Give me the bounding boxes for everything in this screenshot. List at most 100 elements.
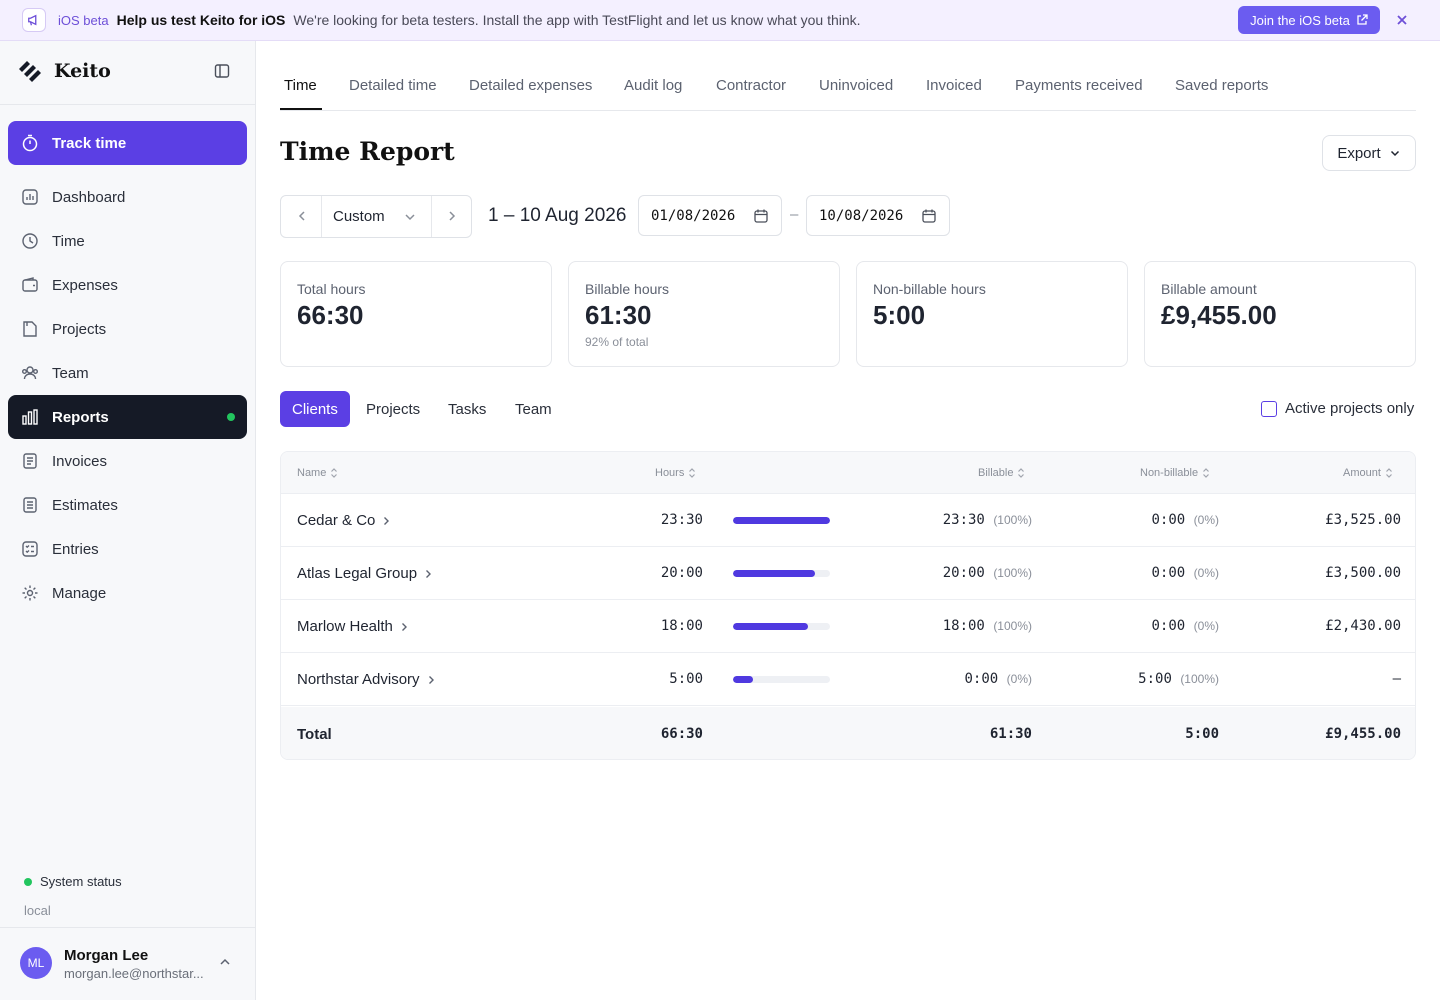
sidebar-item-expenses[interactable]: Expenses (8, 263, 247, 307)
tab-detailed-expenses[interactable]: Detailed expenses (469, 77, 593, 94)
tab-audit-log[interactable]: Audit log (624, 77, 683, 94)
row-billable: 23:30 (100%) (943, 512, 1032, 528)
hours-bar-fill (733, 517, 830, 524)
billable-value: 0:00 (964, 671, 999, 687)
subtab-clients[interactable]: Clients (280, 391, 350, 427)
sidebar-item-manage[interactable]: Manage (8, 571, 247, 615)
status-dot (24, 877, 32, 886)
tab-invoiced[interactable]: Invoiced (926, 77, 982, 94)
row-hours: 23:30 (660, 512, 703, 528)
card-value: 61:30 (585, 300, 652, 330)
banner-message: We're looking for beta testers. Install … (293, 12, 861, 28)
close-banner-icon[interactable] (1393, 11, 1411, 29)
gear-icon (20, 583, 40, 603)
chevron-right-icon (384, 516, 390, 525)
sidebar-item-team[interactable]: Team (8, 351, 247, 395)
estimate-icon (20, 495, 40, 515)
row-billable: 18:00 (100%) (943, 618, 1032, 634)
period-select[interactable]: Custom (333, 208, 385, 225)
join-beta-button[interactable]: Join the iOS beta (1238, 6, 1380, 34)
sidebar-item-projects[interactable]: Projects (8, 307, 247, 351)
sidebar-item-dashboard[interactable]: Dashboard (8, 175, 247, 219)
environment-label: local (24, 903, 51, 918)
nonbillable-percent: (0%) (1193, 513, 1219, 527)
summary-card-non-billable-hours: Non-billable hours 5:00 (856, 261, 1128, 367)
sort-icon (1018, 468, 1025, 478)
end-date-input[interactable]: 10/08/2026 (806, 195, 950, 236)
table-row[interactable]: Cedar & Co 23:30 23:30 (100%) 0:00 (0%) £3,5… (281, 494, 1415, 547)
sidebar-toggle-icon[interactable] (214, 63, 232, 81)
tab-detailed-time[interactable]: Detailed time (349, 77, 437, 94)
col-nonbillable-header[interactable]: Non-billable (1140, 467, 1210, 479)
billable-percent: (100%) (993, 513, 1032, 527)
bar-chart-icon (20, 407, 40, 427)
sidebar-item-reports[interactable]: Reports (8, 395, 247, 439)
nonbillable-percent: (0%) (1193, 619, 1219, 633)
active-projects-label[interactable]: Active projects only (1285, 400, 1415, 417)
subtab-projects[interactable]: Projects (366, 400, 421, 418)
track-time-button[interactable]: Track time (8, 121, 247, 165)
table-row[interactable]: Atlas Legal Group 20:00 20:00 (100%) 0:00 (… (281, 547, 1415, 600)
user-divider (0, 927, 255, 928)
tab-time[interactable]: Time (284, 77, 317, 94)
system-status[interactable]: System status (24, 874, 122, 889)
client-name-label: Cedar & Co (297, 512, 376, 529)
chevron-up-icon[interactable] (218, 955, 234, 971)
active-projects-checkbox[interactable] (1261, 401, 1277, 417)
tab-payments-received[interactable]: Payments received (1015, 77, 1143, 94)
export-button[interactable]: Export (1322, 135, 1416, 171)
avatar[interactable]: ML (20, 947, 52, 979)
row-nonbillable: 0:00 (0%) (1152, 618, 1220, 634)
brand[interactable]: Keito (16, 57, 111, 85)
chevron-down-icon[interactable] (403, 210, 417, 224)
start-date-input[interactable]: 01/08/2026 (638, 195, 782, 236)
period-selector: Custom (280, 195, 472, 238)
card-label: Billable hours (585, 281, 670, 297)
client-name[interactable]: Marlow Health (297, 618, 409, 635)
billable-percent: (100%) (993, 619, 1032, 633)
table-total-row: Total 66:30 61:30 5:00 £9,455.00 (281, 707, 1415, 759)
active-tab-indicator (280, 108, 322, 110)
end-date-value: 10/08/2026 (819, 207, 904, 224)
export-label: Export (1337, 144, 1381, 162)
row-billable: 0:00 (0%) (965, 671, 1033, 687)
sidebar-item-label: Invoices (52, 452, 108, 470)
chevron-right-icon[interactable] (445, 209, 459, 223)
subtab-tasks[interactable]: Tasks (448, 400, 487, 418)
chevron-left-icon[interactable] (295, 209, 309, 223)
user-name: Morgan Lee (64, 947, 149, 964)
subtab-team[interactable]: Team (515, 400, 552, 418)
summary-card-billable-hours: Billable hours 61:30 92% of total (568, 261, 840, 367)
col-name-header[interactable]: Name (297, 467, 338, 479)
col-hours-header[interactable]: Hours (655, 467, 696, 479)
billable-value: 18:00 (942, 618, 985, 634)
tab-uninvoiced[interactable]: Uninvoiced (819, 77, 894, 94)
chevron-right-icon (401, 622, 407, 631)
system-status-label: System status (40, 874, 122, 889)
users-icon (20, 363, 40, 383)
billable-percent: (0%) (1006, 672, 1032, 686)
dashboard-icon (20, 187, 40, 207)
table-row[interactable]: Northstar Advisory 5:00 0:00 (0%) 5:00 (100… (281, 653, 1415, 706)
col-billable-header[interactable]: Billable (978, 467, 1025, 479)
hours-bar (733, 570, 830, 577)
sidebar-item-label: Team (52, 364, 89, 382)
client-name[interactable]: Atlas Legal Group (297, 565, 433, 582)
tab-contractor[interactable]: Contractor (716, 77, 787, 94)
col-amount-header[interactable]: Amount (1343, 467, 1393, 479)
sidebar-item-time[interactable]: Time (8, 219, 247, 263)
calendar-icon[interactable] (753, 208, 769, 224)
start-date-value: 01/08/2026 (651, 207, 736, 224)
calendar-icon[interactable] (921, 208, 937, 224)
table-header: Name Hours Billable Non-billable Amount (281, 452, 1415, 494)
brand-name: Keito (54, 60, 111, 82)
tab-saved-reports[interactable]: Saved reports (1175, 77, 1269, 94)
row-hours: 18:00 (660, 618, 703, 634)
client-name[interactable]: Cedar & Co (297, 512, 391, 529)
sidebar-item-invoices[interactable]: Invoices (8, 439, 247, 483)
sidebar-item-estimates[interactable]: Estimates (8, 483, 247, 527)
sidebar-item-entries[interactable]: Entries (8, 527, 247, 571)
client-name[interactable]: Northstar Advisory (297, 671, 436, 688)
table-row[interactable]: Marlow Health 18:00 18:00 (100%) 0:00 (0%) £… (281, 600, 1415, 653)
sidebar-item-label: Projects (52, 320, 107, 338)
